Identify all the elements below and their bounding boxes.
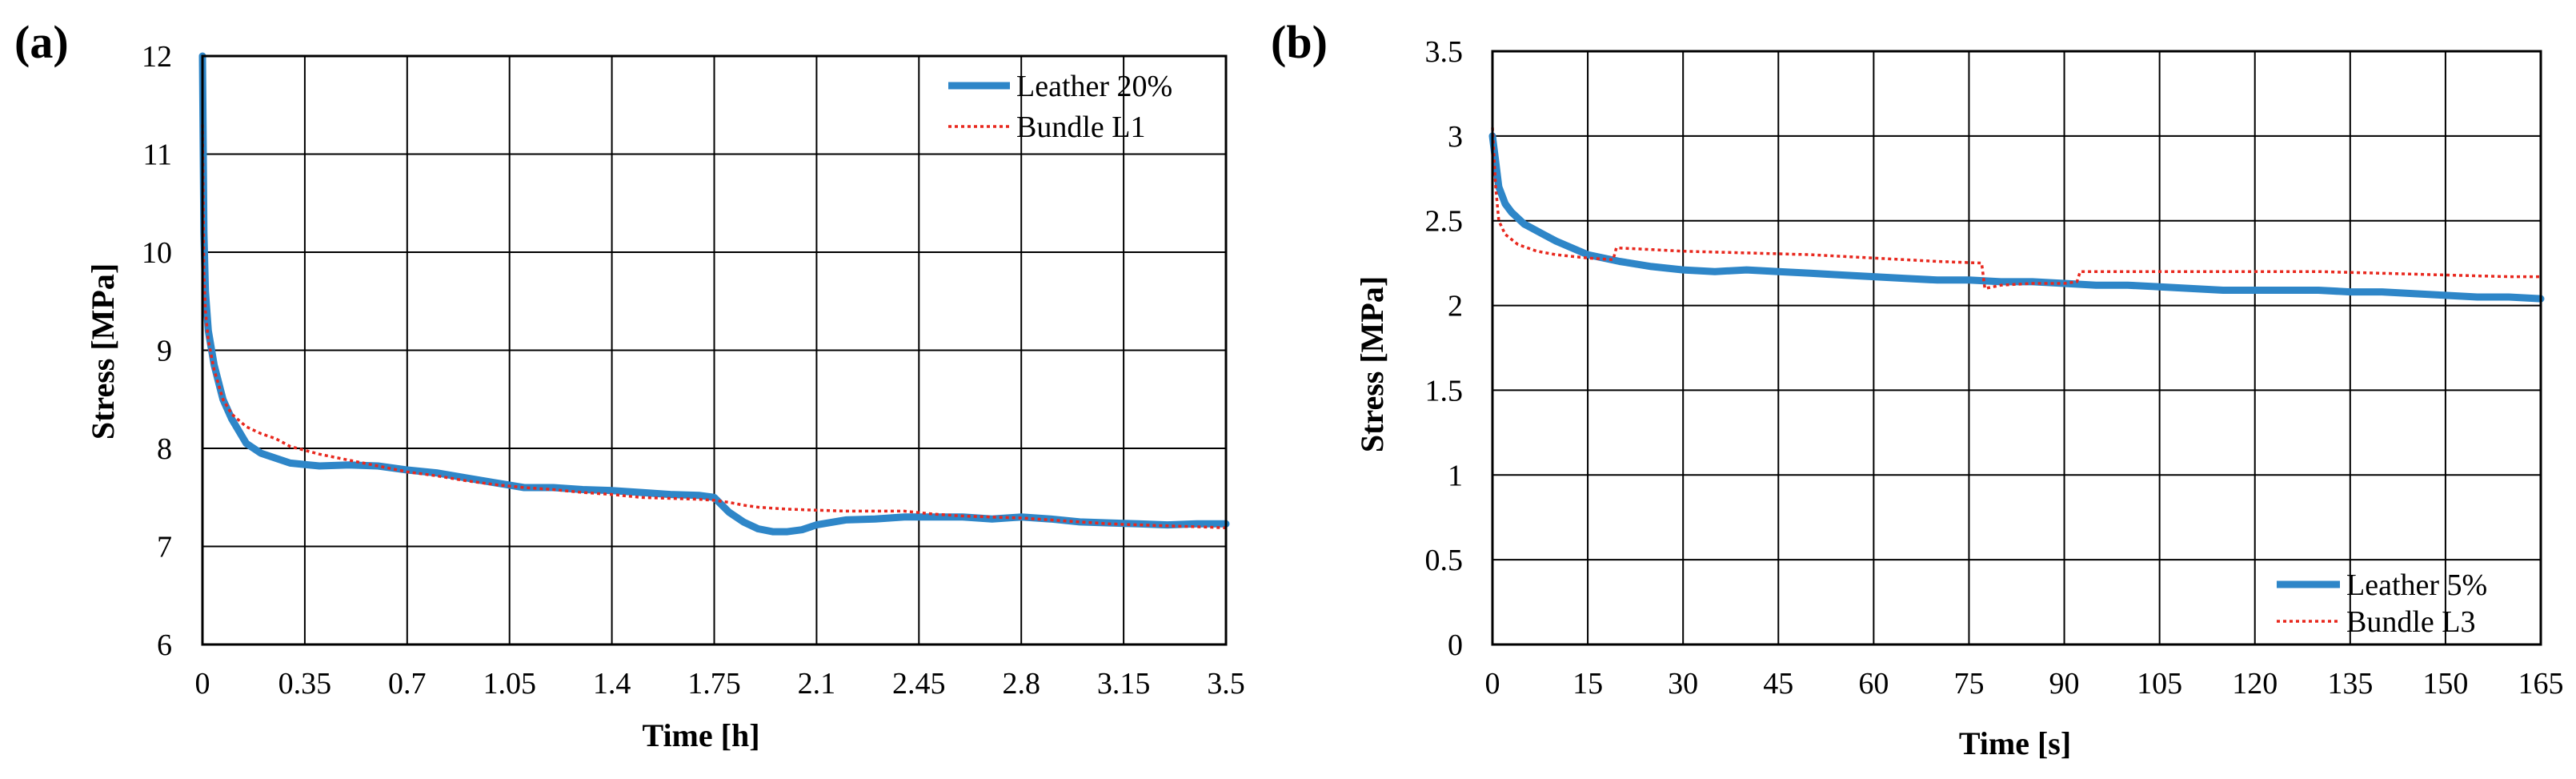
y-tick-label: 7	[157, 531, 172, 564]
x-tick-label: 0.35	[278, 667, 332, 701]
panel-a-x-axis-title: Time [h]	[642, 717, 759, 753]
panel-a-legend: Leather 20% Bundle L1	[948, 70, 1172, 144]
y-tick-label: 1	[1448, 459, 1463, 492]
y-tick-label: 9	[157, 335, 172, 368]
y-tick-label: 8	[157, 432, 172, 466]
x-tick-label: 0.7	[388, 667, 427, 701]
panel-b-plot-frame	[1491, 50, 2542, 646]
x-tick-label: 2.45	[892, 667, 946, 701]
x-tick-label: 1.4	[593, 667, 631, 701]
legend-label: Bundle L3	[2346, 605, 2475, 639]
x-tick-label: 1.75	[687, 667, 741, 701]
y-tick-label: 0.5	[1425, 544, 1464, 577]
y-tick-label: 0	[1448, 628, 1463, 662]
legend-label: Leather 5%	[2346, 568, 2487, 602]
panel-b-label: (b)	[1271, 16, 1328, 68]
panel-a-y-ticks: 6 7 8 9 10 11 12	[142, 40, 172, 662]
x-tick-label: 3.15	[1097, 667, 1151, 701]
panel-a-y-axis-title: Stress [MPa]	[85, 263, 121, 440]
series-line-bundle-l3	[1491, 127, 2541, 291]
panel-a-plot-frame	[201, 54, 1228, 646]
x-tick-label: 90	[2049, 667, 2080, 701]
x-tick-label: 0	[1485, 667, 1500, 701]
x-tick-label: 0	[195, 667, 210, 701]
legend-label: Leather 20%	[1016, 70, 1172, 103]
y-tick-label: 3	[1448, 120, 1463, 154]
x-tick-label: 15	[1572, 667, 1603, 701]
panel-b-legend: Leather 5%Bundle L3	[2277, 568, 2487, 639]
panel-b-series	[1488, 127, 2545, 303]
series-line-leather-5-	[1488, 132, 2545, 303]
y-tick-label: 11	[142, 139, 172, 172]
panel-a-x-ticks: 0 0.35 0.7 1.05 1.4 1.75 2.1 2.45 2.8 3.15 3.5	[195, 667, 1245, 701]
x-tick-label: 60	[1858, 667, 1889, 701]
x-tick-label: 150	[2422, 667, 2468, 701]
x-tick-label: 3.5	[1207, 667, 1245, 701]
x-tick-label: 105	[2137, 667, 2182, 701]
panel-b-y-axis-title: Stress [MPa]	[1354, 276, 1390, 452]
x-tick-label: 75	[1953, 667, 1984, 701]
x-tick-label: 135	[2327, 667, 2373, 701]
panel-a-series	[198, 52, 1230, 536]
x-tick-label: 165	[2518, 667, 2564, 701]
panel-b-y-ticks: 0 0.5 1 1.5 2 2.5 3 3.5	[1425, 35, 1464, 662]
panel-a: (a) 0 0.35 0.7 1.05 1.4 1.75 2.1 2.45 2.8 3.15 3.5…	[14, 16, 1245, 753]
x-tick-label: 45	[1763, 667, 1793, 701]
x-tick-label: 120	[2232, 667, 2278, 701]
y-tick-label: 10	[142, 236, 172, 270]
x-tick-label: 2.8	[1002, 667, 1040, 701]
legend-label: Bundle L1	[1016, 110, 1145, 144]
y-tick-label: 2.5	[1425, 205, 1464, 239]
panel-b-x-ticks: 0 15 30 45 60 75 90 105 120 135 150 165	[1485, 667, 2564, 701]
y-tick-label: 3.5	[1425, 35, 1464, 69]
panel-b-x-axis-title: Time [s]	[1959, 725, 2071, 761]
y-tick-label: 12	[142, 40, 172, 74]
y-tick-label: 6	[157, 628, 172, 662]
x-tick-label: 2.1	[798, 667, 836, 701]
y-tick-label: 1.5	[1425, 374, 1464, 408]
x-tick-label: 30	[1668, 667, 1698, 701]
panel-a-label: (a)	[14, 16, 69, 68]
panel-b: (b) 0 15 30 45 60 75 90 105 120 135 150 165 0 0.5 1 1.…	[1271, 16, 2564, 761]
x-tick-label: 1.05	[483, 667, 536, 701]
y-tick-label: 2	[1448, 290, 1463, 323]
